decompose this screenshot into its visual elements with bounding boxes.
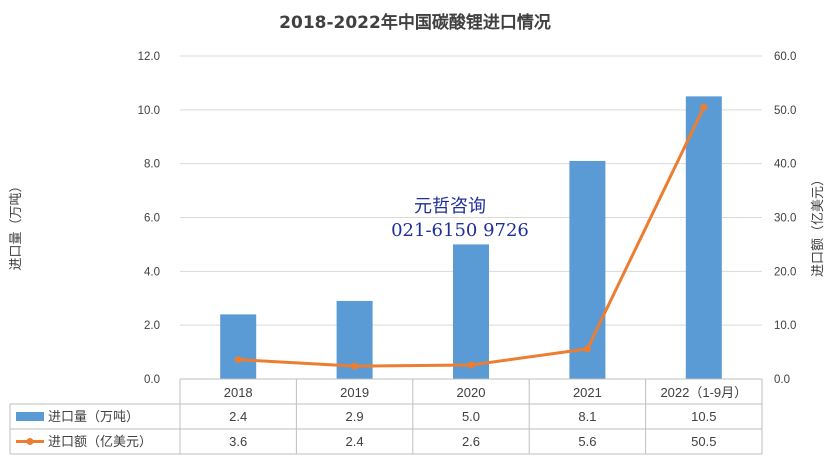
right-tick-label: 50.0 bbox=[774, 105, 796, 117]
bar bbox=[685, 96, 722, 379]
watermark-line-1: 元哲咨询 bbox=[414, 196, 486, 217]
table-cell: 2.9 bbox=[346, 409, 364, 424]
left-axis-title: 进口量（万吨） bbox=[8, 179, 23, 270]
line-point bbox=[351, 362, 359, 370]
left-axis-ticks: 0.0 2.0 4.0 6.0 8.0 10.0 12.0 bbox=[138, 51, 160, 386]
category-label: 2021 bbox=[573, 385, 602, 400]
left-tick-label: 12.0 bbox=[138, 51, 160, 63]
line-point bbox=[583, 345, 591, 353]
right-tick-label: 20.0 bbox=[774, 266, 796, 278]
right-axis-title: 进口额（亿美元） bbox=[810, 173, 825, 277]
table-cell: 2.4 bbox=[346, 434, 364, 449]
right-tick-label: 10.0 bbox=[774, 320, 796, 332]
line-point bbox=[467, 361, 475, 369]
left-tick-label: 10.0 bbox=[138, 105, 160, 117]
table-cell: 3.6 bbox=[229, 434, 247, 449]
legend-label: 进口量（万吨） bbox=[48, 409, 139, 424]
watermark: 元哲咨询 021-6150 9726 bbox=[391, 196, 529, 241]
right-axis-ticks: 0.0 10.0 20.0 30.0 40.0 50.0 60.0 bbox=[774, 51, 796, 386]
category-label: 2019 bbox=[340, 385, 369, 400]
table-cell: 2.6 bbox=[462, 434, 480, 449]
watermark-line-2: 021-6150 9726 bbox=[391, 220, 529, 241]
line-series bbox=[234, 103, 708, 370]
right-tick-label: 40.0 bbox=[774, 159, 796, 171]
category-label: 2022（1-9月） bbox=[660, 385, 747, 400]
left-tick-label: 2.0 bbox=[144, 320, 160, 332]
table-cell: 2.4 bbox=[229, 409, 247, 424]
category-label: 2018 bbox=[224, 385, 253, 400]
right-tick-label: 0.0 bbox=[774, 374, 790, 386]
gridlines bbox=[180, 55, 762, 326]
legend-label: 进口额（亿美元） bbox=[48, 434, 152, 449]
legend-key-bar bbox=[16, 412, 44, 421]
legend-key-marker bbox=[26, 438, 34, 445]
table-cell: 50.5 bbox=[691, 434, 716, 449]
bar bbox=[220, 314, 257, 379]
left-tick-label: 0.0 bbox=[144, 374, 160, 386]
bar bbox=[569, 160, 606, 379]
left-tick-label: 4.0 bbox=[144, 266, 160, 278]
left-tick-label: 8.0 bbox=[144, 159, 160, 171]
table-cell: 5.0 bbox=[462, 409, 480, 424]
right-tick-label: 60.0 bbox=[774, 51, 796, 63]
data-table: 2018 2019 2020 2021 2022（1-9月） 进口量（万吨） 进口额（亿美元… bbox=[9, 378, 763, 455]
bar-series bbox=[220, 96, 722, 379]
chart-title: 2018-2022年中国碳酸锂进口情况 bbox=[279, 12, 551, 33]
table-cell: 10.5 bbox=[691, 409, 716, 424]
right-tick-label: 30.0 bbox=[774, 213, 796, 225]
left-tick-label: 6.0 bbox=[144, 213, 160, 225]
bar bbox=[453, 244, 489, 379]
category-label: 2020 bbox=[457, 385, 486, 400]
table-cell: 5.6 bbox=[578, 434, 596, 449]
line-point bbox=[700, 103, 708, 111]
line-point bbox=[234, 356, 242, 364]
table-cell: 8.1 bbox=[578, 409, 596, 424]
